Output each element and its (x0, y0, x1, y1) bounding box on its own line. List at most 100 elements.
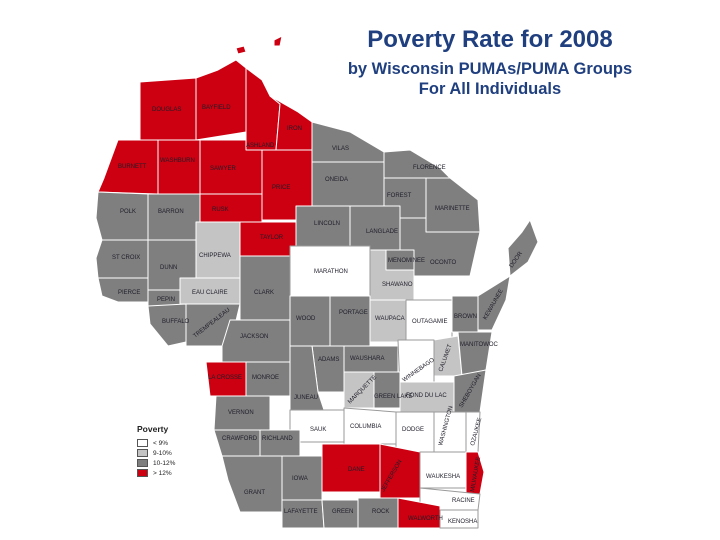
region-waukesha (419, 451, 467, 489)
label-oneida: ONEIDA (325, 177, 348, 183)
label-sawyer: SAWYER (210, 166, 236, 172)
label-polk: POLK (120, 209, 136, 215)
region-bayfield (195, 59, 247, 141)
legend-swatch-9to10 (137, 449, 148, 457)
label-burnett: BURNETT (118, 164, 147, 170)
label-racine: RACINE (452, 498, 475, 504)
label-menominee: MENOMINEE (388, 258, 425, 264)
label-ashland: ASHLAND (246, 143, 275, 149)
map-title: Poverty Rate for 2008 (367, 26, 613, 53)
label-dunn: DUNN (160, 265, 177, 271)
label-vilas: VILAS (332, 146, 349, 152)
region-portage (329, 295, 371, 347)
legend-item-10to12: 10-12% (137, 458, 175, 468)
label-lacrosse: LA CROSSE (208, 375, 242, 381)
region-barron (147, 193, 201, 241)
legend-label-10to12: 10-12% (153, 459, 176, 467)
label-bayfield: BAYFIELD (202, 105, 231, 111)
label-jackson: JACKSON (240, 334, 268, 340)
map-subtitle-2: For All Individuals (418, 80, 562, 98)
region-green_lake (373, 371, 401, 409)
region-jackson (221, 319, 291, 363)
region-pierce (97, 277, 149, 303)
label-crawford: CRAWFORD (222, 436, 258, 442)
region-kenosha (439, 509, 479, 529)
label-richland: RICHLAND (262, 436, 293, 442)
label-waupaca: WAUPACA (375, 316, 405, 322)
region-crawford (213, 429, 261, 457)
label-dane: DANE (348, 467, 365, 473)
region-polk (95, 191, 149, 241)
label-iowa: IOWA (292, 476, 308, 482)
label-pepin: PEPIN (157, 297, 175, 303)
legend: Poverty < 9% 9-10% 10-12% > 12% (137, 424, 175, 478)
label-sauk: SAUK (310, 427, 326, 433)
legend-swatch-gt12 (137, 469, 148, 477)
region-milwaukee (465, 451, 485, 495)
region-marinette (425, 177, 481, 233)
legend-item-lt8: < 9% (137, 438, 175, 448)
label-clark: CLARK (254, 290, 274, 296)
label-oconto: OCONTO (430, 260, 457, 266)
label-barron: BARRON (158, 209, 184, 215)
legend-label-9to10: 9-10% (153, 449, 172, 457)
region-washburn (157, 139, 201, 195)
label-forest: FOREST (387, 193, 412, 199)
label-waushara: WAUSHARA (350, 356, 384, 362)
label-iron: IRON (287, 126, 302, 132)
label-price: PRICE (272, 185, 290, 191)
label-monroe: MONROE (252, 375, 279, 381)
region-oneida (311, 161, 385, 207)
region-island-1 (235, 45, 247, 55)
label-portage: PORTAGE (339, 310, 368, 316)
label-waukesha: WAUKESHA (426, 474, 460, 480)
region-juneau (289, 345, 325, 411)
label-outagamie: OUTAGAMIE (412, 319, 448, 325)
region-richland (259, 429, 301, 457)
region-chippewa (195, 221, 241, 279)
label-eauclaire: EAU CLAIRE (192, 290, 228, 296)
label-douglas: DOUGLAS (152, 107, 181, 113)
label-langlade: LANGLADE (366, 229, 398, 235)
region-langlade (349, 205, 401, 251)
map-subtitle-1: by Wisconsin PUMAs/PUMA Groups (347, 60, 633, 78)
label-brown: BROWN (454, 314, 477, 320)
legend-label-gt12: > 12% (153, 469, 172, 477)
region-ashland (245, 67, 281, 151)
region-grant (221, 455, 283, 513)
label-shawano: SHAWANO (382, 282, 413, 288)
label-lafayette: LAFAYETTE (284, 509, 318, 515)
label-fonddulac: FOND DU LAC (406, 393, 447, 399)
label-taylor: TAYLOR (260, 235, 284, 241)
label-adams: ADAMS (318, 357, 339, 363)
label-green_lake: GREEN LAKE (374, 394, 412, 400)
legend-swatch-lt8 (137, 439, 148, 447)
legend-title: Poverty (137, 424, 169, 434)
region-island-2 (273, 35, 283, 47)
region-vilas (311, 121, 385, 163)
label-grant: GRANT (244, 490, 265, 496)
label-buffalo: BUFFALO (162, 319, 190, 325)
region-florence (383, 149, 451, 179)
label-florence: FLORENCE (413, 165, 446, 171)
label-rock: ROCK (372, 509, 389, 515)
label-lincoln: LINCOLN (314, 221, 340, 227)
legend-item-9to10: 9-10% (137, 448, 175, 458)
legend-item-gt12: > 12% (137, 468, 175, 478)
label-chippewa: CHIPPEWA (199, 253, 231, 259)
label-kenosha: KENOSHA (448, 519, 477, 525)
label-manitowoc: MANITOWOC (460, 342, 499, 348)
region-rusk (199, 193, 263, 223)
label-pierce: PIERCE (118, 290, 140, 296)
label-wood: WOOD (296, 316, 316, 322)
label-stcroix: ST CROIX (112, 255, 140, 261)
label-marinette: MARINETTE (435, 206, 470, 212)
label-rusk: RUSK (212, 207, 229, 213)
label-marathon: MARATHON (314, 269, 348, 275)
label-columbia: COLUMBIA (350, 424, 381, 430)
label-washburn: WASHBURN (160, 158, 195, 164)
label-green: GREEN (332, 509, 353, 515)
legend-swatch-10to12 (137, 459, 148, 467)
label-juneau: JUNEAU (294, 395, 318, 401)
